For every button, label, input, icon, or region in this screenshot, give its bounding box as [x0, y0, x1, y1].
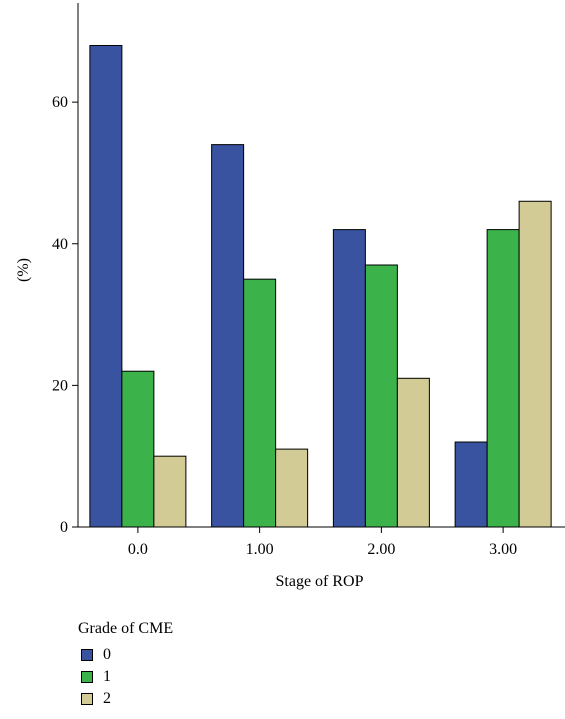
- legend-swatch: [81, 693, 93, 705]
- x-tick-label: 3.00: [489, 541, 517, 558]
- x-tick-label: 1.00: [246, 541, 274, 558]
- legend-items: 0 1 2: [78, 644, 173, 710]
- bars-group: [89, 44, 552, 528]
- bar-grade-1-stage-3.00: [486, 229, 520, 528]
- bar-grade-0-stage-1.00: [211, 144, 245, 528]
- y-axis-label: (%): [15, 258, 32, 282]
- legend: Grade of CME 0 1 2: [78, 620, 173, 710]
- bar-grade-2-stage-2.00: [396, 377, 430, 528]
- legend-item: 2: [78, 688, 173, 710]
- y-ticks: 0 20 40 60: [52, 94, 78, 536]
- legend-label: 2: [103, 690, 111, 707]
- bar-grade-2-stage-3.00: [518, 200, 552, 528]
- bar-grade-0-stage-3.00: [454, 441, 488, 528]
- bar-grade-2-stage-1.00: [275, 448, 309, 528]
- x-axis-label: Stage of ROP: [276, 573, 364, 590]
- legend-swatch: [81, 649, 93, 661]
- x-tick-label: 0.0: [128, 541, 148, 558]
- y-tick-label: 60: [52, 94, 68, 111]
- y-tick-label: 0: [60, 519, 68, 536]
- bar-grade-0-stage-2.00: [332, 229, 366, 528]
- bar-grade-1-stage-2.00: [364, 264, 398, 528]
- legend-swatch: [81, 671, 93, 683]
- y-tick-label: 20: [52, 377, 68, 394]
- legend-label: 1: [103, 668, 111, 685]
- bar-grade-1-stage-1.00: [243, 278, 277, 528]
- legend-label: 0: [103, 646, 111, 663]
- bar-grade-0-stage-0.0: [89, 44, 123, 528]
- legend-item: 0: [78, 644, 173, 666]
- bar-chart: 0 20 40 60 0.0 1.00 2.00 3.00 Stage of ROP (%): [15, 3, 565, 590]
- legend-title: Grade of CME: [78, 620, 174, 637]
- bar-grade-2-stage-0.0: [153, 455, 187, 528]
- bar-grade-1-stage-0.0: [121, 370, 155, 528]
- x-tick-label: 2.00: [367, 541, 395, 558]
- y-tick-label: 40: [52, 236, 68, 253]
- legend-item: 1: [78, 666, 173, 688]
- x-ticks: 0.0 1.00 2.00 3.00: [128, 527, 517, 558]
